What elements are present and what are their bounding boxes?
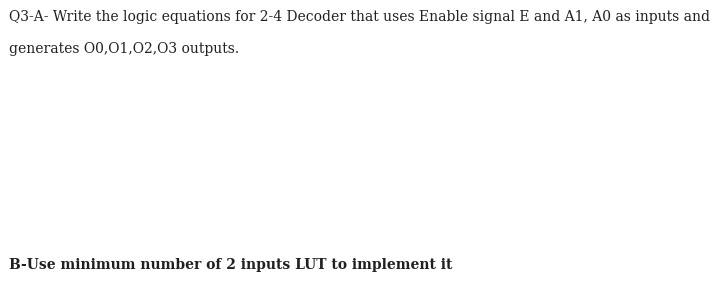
Text: Q3-A- Write the logic equations for 2-4 Decoder that uses Enable signal E and A1: Q3-A- Write the logic equations for 2-4 … xyxy=(9,10,709,24)
Text: generates O0,O1,O2,O3 outputs.: generates O0,O1,O2,O3 outputs. xyxy=(9,42,239,56)
Text: B-Use minimum number of 2 inputs LUT to implement it: B-Use minimum number of 2 inputs LUT to … xyxy=(9,258,452,272)
